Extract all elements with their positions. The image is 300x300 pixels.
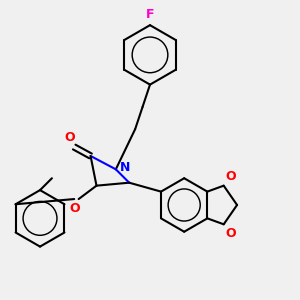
Text: F: F (146, 8, 154, 21)
Text: O: O (69, 202, 80, 215)
Text: O: O (225, 170, 236, 183)
Text: O: O (64, 131, 75, 144)
Text: N: N (120, 161, 131, 174)
Text: O: O (225, 227, 236, 240)
